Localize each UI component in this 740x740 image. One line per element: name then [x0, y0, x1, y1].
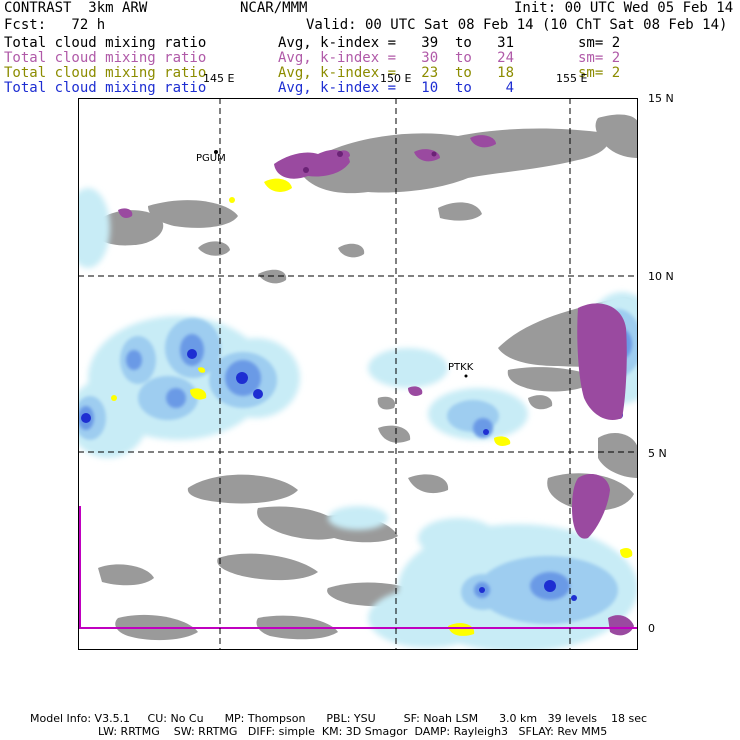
lon-label-155e: 155 E — [556, 72, 588, 85]
field-4-name: Total cloud mixing ratio — [4, 80, 207, 96]
dark-purple-cores — [303, 151, 437, 173]
station-markers: PGUM PTKK — [196, 150, 474, 378]
field-1-smooth: sm= 2 — [578, 35, 621, 51]
field-2-smooth: sm= 2 — [578, 50, 621, 66]
lat-label-10n: 10 N — [648, 270, 674, 283]
lat-label-15n: 15 N — [648, 92, 674, 105]
purple-layer — [118, 135, 634, 636]
cloud-map: PGUM PTKK — [78, 98, 638, 650]
field-3-range: Avg, k-index = 23 to 18 — [278, 65, 515, 81]
lat-label-5n: 5 N — [648, 447, 667, 460]
field-4-range: Avg, k-index = 10 to 4 — [278, 80, 515, 96]
field-3-smooth: sm= 2 — [578, 65, 621, 81]
lat-label-equator: 0 — [648, 622, 655, 635]
map-frame — [78, 98, 638, 650]
field-1-range: Avg, k-index = 39 to 31 — [278, 35, 515, 51]
valid-time: Valid: 00 UTC Sat 08 Feb 14 (10 ChT Sat … — [306, 17, 728, 33]
station-ptkk-marker — [464, 374, 468, 378]
lon-label-150e: 150 E — [380, 72, 412, 85]
model-info-line2: LW: RRTMG SW: RRTMG DIFF: simple KM: 3D … — [98, 725, 608, 738]
lon-label-145e: 145 E — [203, 72, 235, 85]
lat-lon-grid — [78, 98, 638, 650]
station-ptkk-label: PTKK — [448, 362, 474, 373]
model-info-line1: Model Info: V3.5.1 CU: No Cu MP: Thompso… — [30, 712, 648, 725]
field-3-name: Total cloud mixing ratio — [4, 65, 207, 81]
field-2-range: Avg, k-index = 30 to 24 — [278, 50, 515, 66]
station-pgum-marker — [214, 150, 218, 154]
yellow-layer — [111, 178, 633, 636]
domain-boundary — [78, 506, 638, 629]
field-1-name: Total cloud mixing ratio — [4, 35, 207, 51]
org-label: NCAR/MMM — [240, 0, 308, 16]
forecast-hour: Fcst: 72 h — [4, 17, 106, 33]
station-pgum-label: PGUM — [196, 153, 226, 164]
field-2-name: Total cloud mixing ratio — [4, 50, 207, 66]
init-time: Init: 00 UTC Wed 05 Feb 14 — [514, 0, 734, 16]
model-title: CONTRAST 3km ARW — [4, 0, 148, 16]
